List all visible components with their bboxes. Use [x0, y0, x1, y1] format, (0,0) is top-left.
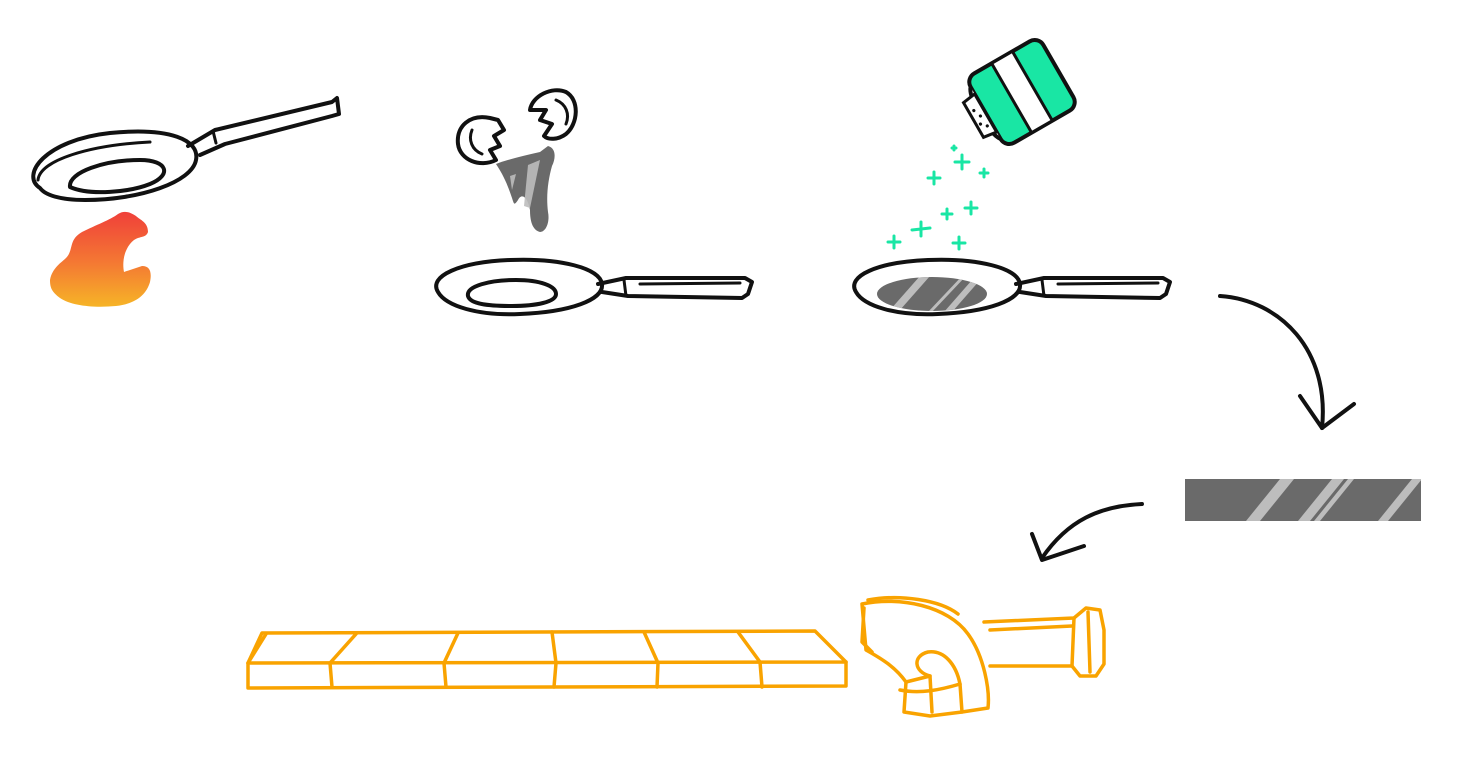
step-heat-pan	[31, 96, 341, 307]
step-crack-egg	[434, 88, 754, 317]
salt-sparkle-icon	[886, 144, 990, 251]
pan-icon	[31, 96, 341, 202]
step-add-salt	[852, 38, 1172, 317]
pan-icon	[434, 257, 754, 317]
pan-icon	[852, 257, 1172, 317]
flame-icon	[50, 211, 151, 307]
arrow-icon	[1030, 502, 1144, 562]
salt-shaker-icon	[961, 38, 1077, 146]
arrow-icon	[1218, 294, 1356, 430]
sword-icon	[246, 595, 1106, 718]
eggshell-icon	[455, 88, 578, 166]
omelette-strip-icon	[1185, 479, 1421, 521]
pouring-egg-icon	[496, 146, 555, 232]
